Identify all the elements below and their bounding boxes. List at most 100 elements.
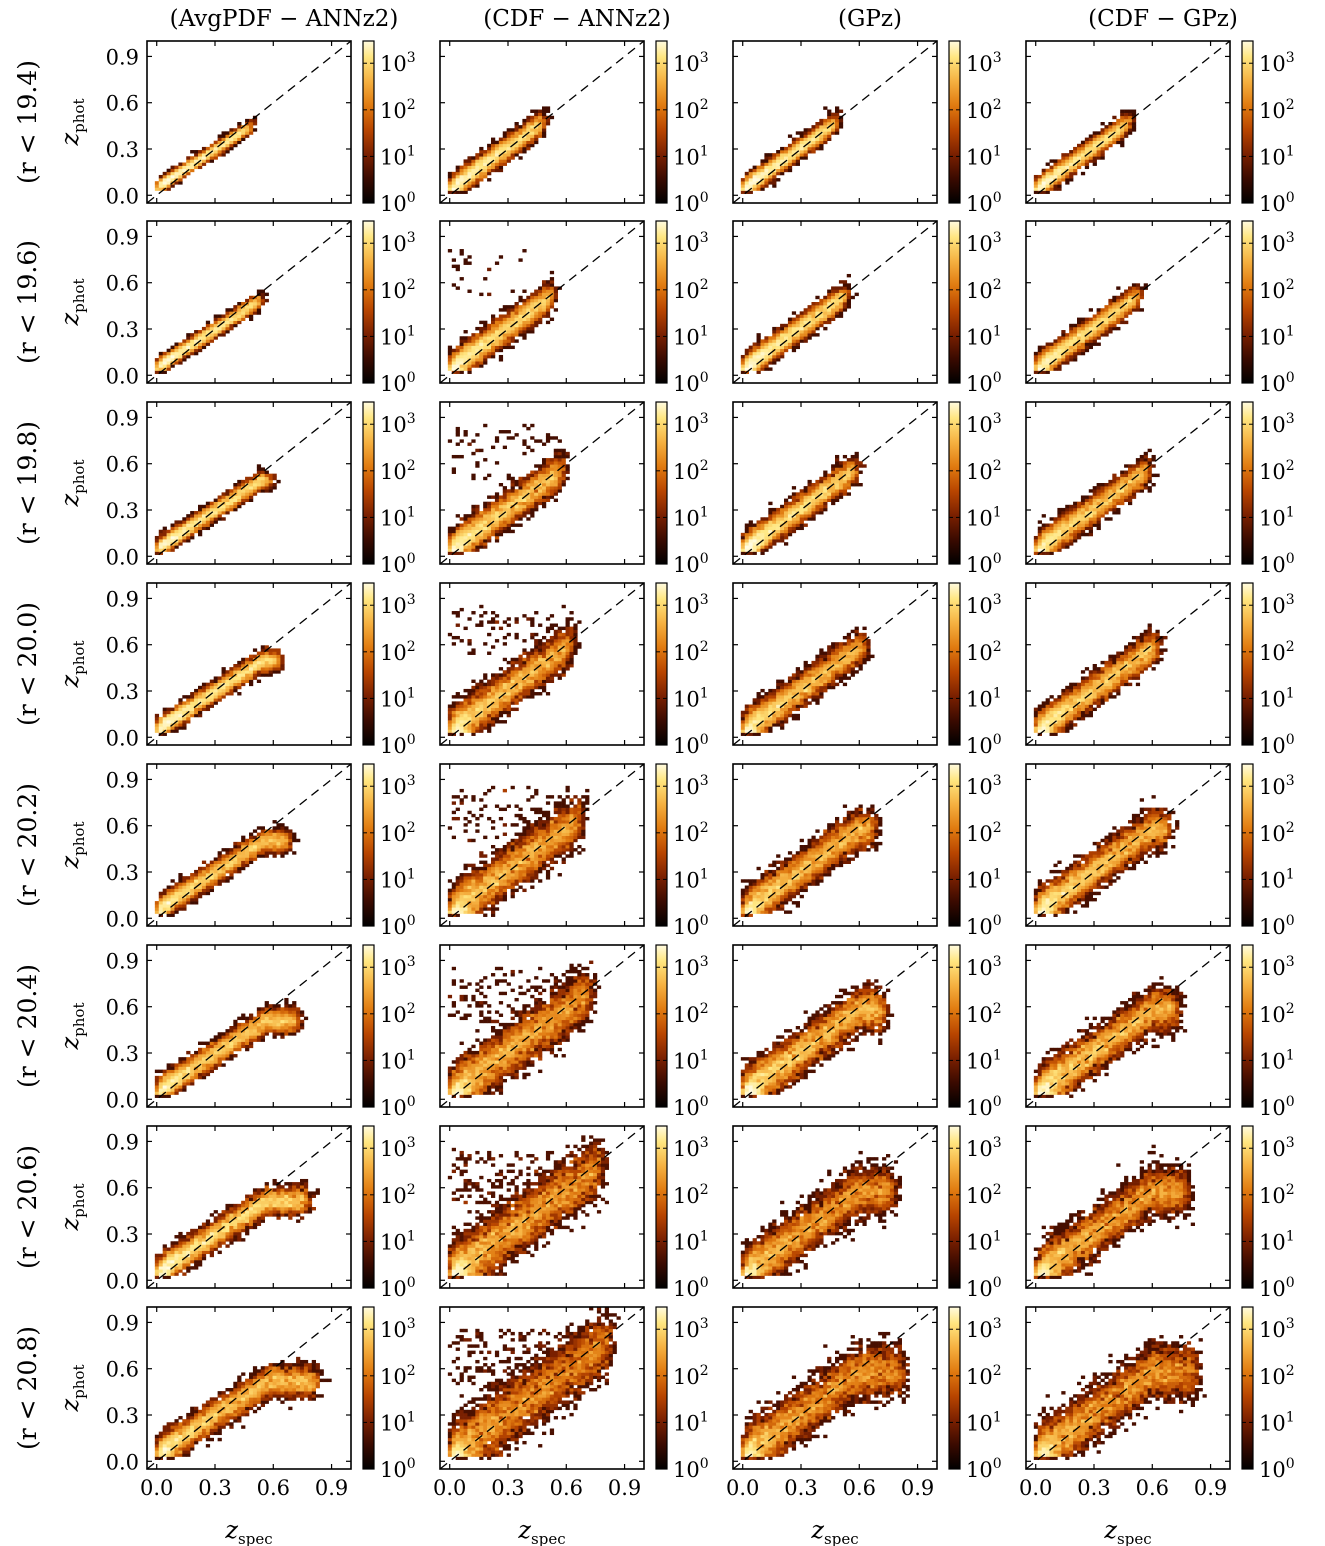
heatmap-cell <box>526 323 531 328</box>
heatmap-cell <box>538 642 543 646</box>
heatmap-cell <box>791 156 797 160</box>
heatmap-cell <box>225 495 230 499</box>
heatmap-cell <box>514 698 519 702</box>
heatmap-cell <box>522 302 527 306</box>
heatmap-cell <box>1112 507 1117 512</box>
heatmap-cell <box>752 168 757 173</box>
heatmap-cell <box>506 688 511 693</box>
heatmap-cell <box>526 688 531 693</box>
heatmap-cell <box>502 698 507 702</box>
heatmap-cell <box>272 483 277 487</box>
heatmap-cell <box>264 670 269 674</box>
heatmap-cell <box>1041 345 1046 350</box>
heatmap-cell <box>1037 545 1042 549</box>
heatmap-cell <box>557 461 562 465</box>
heatmap-cell <box>479 707 484 712</box>
heatmap-cell <box>530 623 535 627</box>
heatmap-cell <box>549 302 555 306</box>
heatmap-cell <box>526 473 531 478</box>
heatmap-cell <box>756 545 761 549</box>
heatmap-cell <box>542 118 547 123</box>
heatmap-cell <box>178 342 183 346</box>
colorbar-tick-label: 100 <box>380 190 416 216</box>
heatmap-cell <box>463 704 468 708</box>
heatmap-cell <box>502 339 507 343</box>
heatmap-cell <box>530 673 535 677</box>
heatmap-cell <box>1084 317 1090 321</box>
heatmap-cell <box>162 732 167 736</box>
heatmap-cell <box>819 143 824 148</box>
heatmap-cell <box>1045 181 1050 185</box>
heatmap-cell <box>534 122 539 126</box>
heatmap-cell <box>1061 333 1066 337</box>
heatmap-cell <box>475 523 480 527</box>
heatmap-cell <box>1124 486 1129 490</box>
heatmap-cell <box>1077 342 1082 346</box>
heatmap-cell <box>835 125 840 129</box>
heatmap-cell <box>534 639 539 643</box>
heatmap-cell <box>479 339 484 343</box>
heatmap-cell <box>784 333 789 337</box>
heatmap-cell <box>526 125 531 129</box>
heatmap-cell <box>807 486 812 490</box>
heatmap-cell <box>170 532 175 537</box>
heatmap-cell <box>791 523 797 527</box>
heatmap-cell <box>201 342 207 346</box>
heatmap-cell <box>827 115 832 120</box>
heatmap-cell <box>252 654 258 659</box>
heatmap-cell <box>467 517 472 521</box>
heatmap-cell <box>784 326 789 331</box>
heatmap-cell <box>557 439 562 443</box>
heatmap-cell <box>451 548 456 552</box>
heatmap-cell <box>510 511 515 515</box>
heatmap-cell <box>182 710 187 715</box>
heatmap-cell <box>166 364 171 368</box>
heatmap-cell <box>182 726 187 730</box>
colorbar-tick-label: 100 <box>380 551 416 577</box>
heatmap-cell <box>463 514 468 518</box>
heatmap-cell <box>1084 330 1090 334</box>
heatmap-cell <box>178 704 183 708</box>
heatmap-cell <box>538 492 543 496</box>
heatmap-cell <box>760 695 765 699</box>
heatmap-cell <box>791 504 797 509</box>
heatmap-cell <box>213 333 218 337</box>
heatmap-cell <box>823 498 828 502</box>
heatmap-cell <box>479 156 484 160</box>
heatmap-cell <box>1092 146 1097 151</box>
heatmap-cell <box>463 187 468 191</box>
heatmap-cell <box>510 153 515 157</box>
heatmap-cell <box>1112 489 1117 493</box>
heatmap-cell <box>276 670 281 674</box>
heatmap-cell <box>780 150 785 154</box>
heatmap-cell <box>1135 308 1141 312</box>
heatmap-cell <box>538 289 543 293</box>
heatmap-cell <box>186 701 191 705</box>
heatmap-cell <box>233 314 238 318</box>
heatmap-cell <box>835 467 840 471</box>
heatmap-cell <box>483 330 488 334</box>
heatmap-cell <box>483 520 488 524</box>
heatmap-cell <box>1057 181 1062 185</box>
heatmap-cell <box>1147 476 1152 481</box>
heatmap-cell <box>1077 504 1082 509</box>
heatmap-cell <box>241 682 246 687</box>
heatmap-cell <box>784 168 789 173</box>
heatmap-cell <box>178 523 183 527</box>
heatmap-cell <box>463 430 468 434</box>
heatmap-cell <box>530 692 535 696</box>
heatmap-cell <box>819 134 824 138</box>
colorbar-tick-label: 102 <box>380 277 416 303</box>
heatmap-cell <box>538 115 543 120</box>
heatmap-cell <box>256 311 262 315</box>
y-axis-label: zphot <box>56 460 88 508</box>
heatmap-cell <box>1053 548 1058 552</box>
heatmap-cell <box>170 345 175 350</box>
heatmap-cell <box>795 323 800 328</box>
y-tick-label: 0.3 <box>106 138 139 162</box>
heatmap-cell <box>752 171 757 176</box>
heatmap-cell <box>784 165 789 170</box>
heatmap-cell <box>764 171 769 176</box>
heatmap-cell <box>752 704 757 708</box>
heatmap-cell <box>506 345 511 350</box>
